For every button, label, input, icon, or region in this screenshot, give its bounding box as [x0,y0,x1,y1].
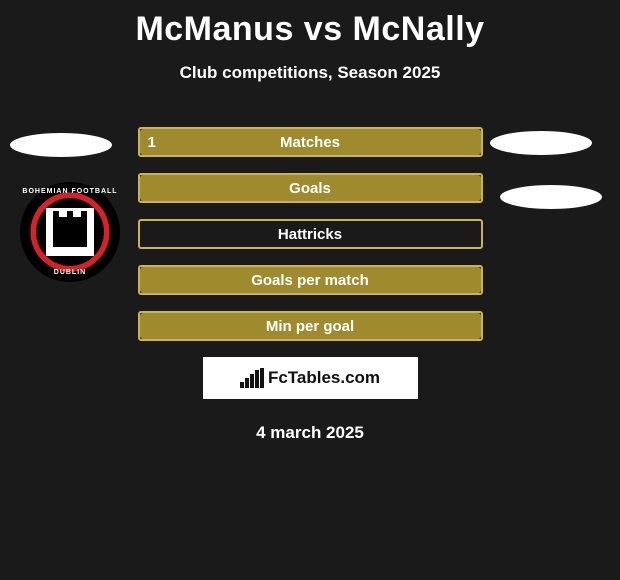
stat-bars: 1 Matches Goals Hattricks Goals per match Min… [138,127,483,341]
stat-bar-label: Goals [289,180,331,197]
source-logo: FcTables.com [203,357,418,399]
badge-text-bottom: DUBLIN [20,269,120,276]
club-badge-left: BOHEMIAN FOOTBALL DUBLIN [20,182,120,282]
stat-bar-row: Min per goal [138,311,483,341]
page-title: McManus vs McNally [0,0,620,49]
player-marker-right-2 [500,185,602,209]
badge-inner [46,208,94,256]
stat-bar-label: Hattricks [278,226,342,243]
comparison-content: BOHEMIAN FOOTBALL DUBLIN 1 Matches Goals Ha… [0,127,620,443]
date-label: 4 march 2025 [0,423,620,443]
stat-bar-row: Goals [138,173,483,203]
stat-bar-label: Matches [280,134,340,151]
stat-bar-label: Min per goal [266,318,354,335]
stat-bar-label: Goals per match [251,272,369,289]
fctables-icon [240,368,264,388]
source-logo-text: FcTables.com [268,368,380,388]
stat-bar-row: Hattricks [138,219,483,249]
stat-bar-row: Goals per match [138,265,483,295]
badge-text-top: BOHEMIAN FOOTBALL [20,188,120,195]
stat-bar-left-value: 1 [148,134,156,151]
player-marker-left [10,133,112,157]
club-badge-circle: BOHEMIAN FOOTBALL DUBLIN [20,182,120,282]
stat-bar-row: 1 Matches [138,127,483,157]
badge-castle-icon [53,217,87,247]
player-marker-right-1 [490,131,592,155]
subtitle: Club competitions, Season 2025 [0,63,620,83]
